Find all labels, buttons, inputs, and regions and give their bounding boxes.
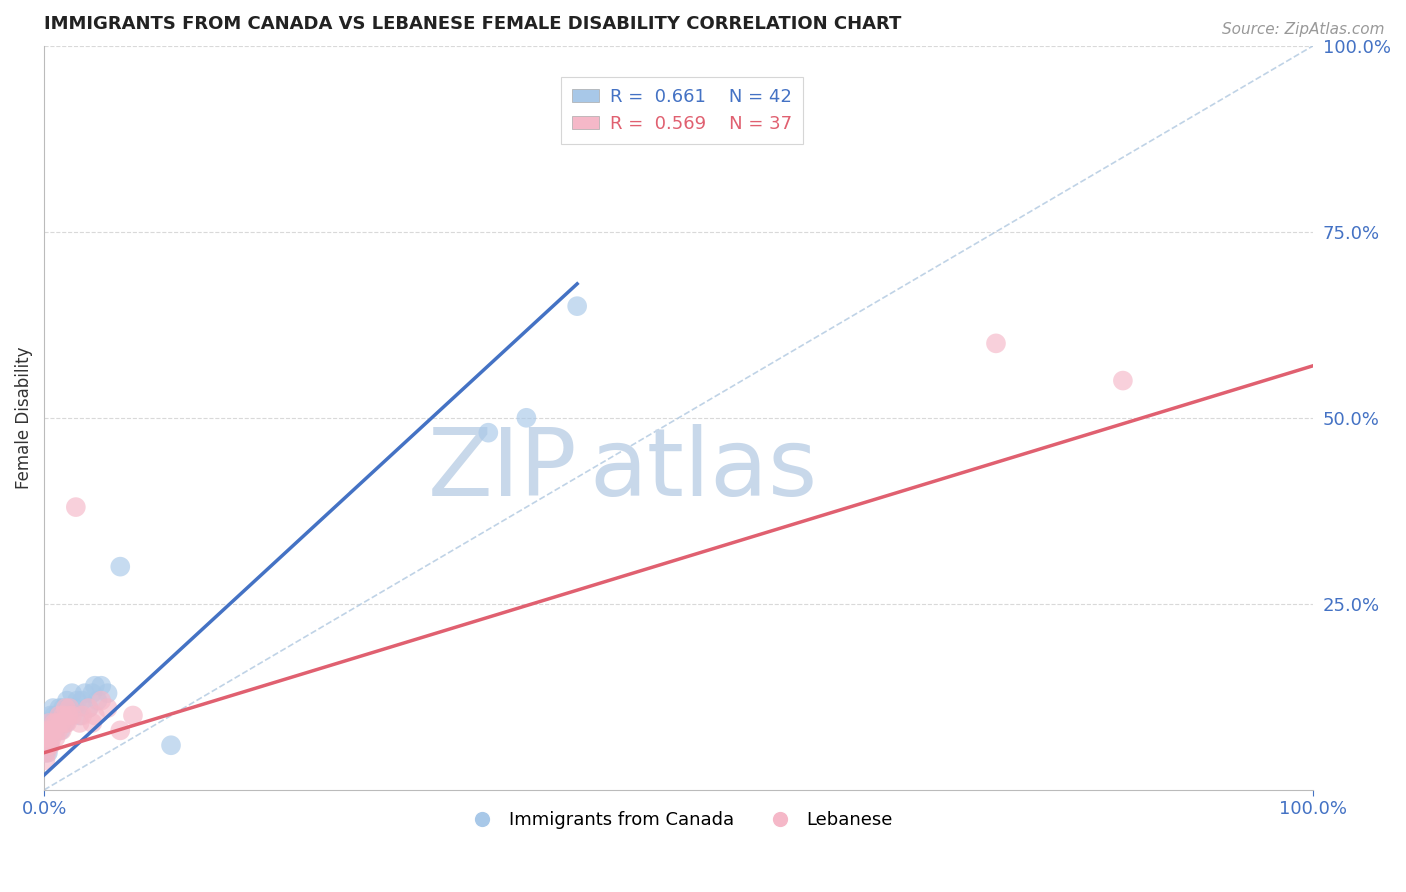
Point xyxy=(44,731,66,745)
Point xyxy=(70,693,93,707)
Text: Source: ZipAtlas.com: Source: ZipAtlas.com xyxy=(1222,22,1385,37)
Point xyxy=(35,746,58,760)
Point xyxy=(77,701,100,715)
Point xyxy=(82,686,104,700)
Point xyxy=(44,708,66,723)
Point xyxy=(39,738,62,752)
Point xyxy=(46,708,69,723)
Point xyxy=(56,693,79,707)
Point xyxy=(69,708,91,723)
Point xyxy=(53,715,76,730)
Point xyxy=(34,746,56,760)
Point xyxy=(73,686,96,700)
Point xyxy=(49,715,72,730)
Point xyxy=(51,723,73,738)
Point xyxy=(44,715,66,730)
Point xyxy=(60,686,83,700)
Legend: Immigrants from Canada, Lebanese: Immigrants from Canada, Lebanese xyxy=(457,805,900,837)
Point xyxy=(65,500,87,514)
Point xyxy=(42,715,65,730)
Point xyxy=(90,679,112,693)
Point xyxy=(66,693,89,707)
Point xyxy=(35,731,58,745)
Point xyxy=(51,715,73,730)
Point xyxy=(60,708,83,723)
Point xyxy=(45,715,67,730)
Point xyxy=(55,701,77,715)
Point xyxy=(49,723,72,738)
Point xyxy=(42,723,65,738)
Point xyxy=(48,708,70,723)
Point xyxy=(160,738,183,752)
Point xyxy=(39,708,62,723)
Point xyxy=(58,701,80,715)
Point xyxy=(1112,374,1135,388)
Point xyxy=(44,723,66,738)
Point xyxy=(46,723,69,738)
Point xyxy=(37,738,59,752)
Point xyxy=(83,708,105,723)
Point xyxy=(45,715,67,730)
Text: ZIP: ZIP xyxy=(427,424,576,516)
Point xyxy=(39,723,62,738)
Point xyxy=(53,708,76,723)
Point xyxy=(82,715,104,730)
Point xyxy=(35,731,58,745)
Point xyxy=(55,715,77,730)
Text: atlas: atlas xyxy=(591,424,818,516)
Point xyxy=(69,715,91,730)
Point xyxy=(58,708,80,723)
Point xyxy=(77,701,100,715)
Point xyxy=(83,679,105,693)
Point xyxy=(122,708,145,723)
Point xyxy=(38,738,60,752)
Point xyxy=(37,723,59,738)
Point xyxy=(58,708,80,723)
Point xyxy=(38,731,60,745)
Point xyxy=(984,336,1007,351)
Point xyxy=(565,299,588,313)
Point xyxy=(52,701,75,715)
Point xyxy=(38,715,60,730)
Point xyxy=(56,715,79,730)
Point xyxy=(97,686,120,700)
Point xyxy=(477,425,499,440)
Point xyxy=(90,693,112,707)
Text: IMMIGRANTS FROM CANADA VS LEBANESE FEMALE DISABILITY CORRELATION CHART: IMMIGRANTS FROM CANADA VS LEBANESE FEMAL… xyxy=(44,15,901,33)
Point xyxy=(97,701,120,715)
Point xyxy=(52,708,75,723)
Point xyxy=(515,410,537,425)
Point xyxy=(48,701,70,715)
Point xyxy=(41,723,63,738)
Point xyxy=(42,701,65,715)
Point xyxy=(38,715,60,730)
Point xyxy=(37,746,59,760)
Point xyxy=(37,723,59,738)
Point xyxy=(58,701,80,715)
Y-axis label: Female Disability: Female Disability xyxy=(15,346,32,489)
Point xyxy=(34,753,56,767)
Point xyxy=(63,701,86,715)
Point xyxy=(86,693,108,707)
Point xyxy=(110,723,132,738)
Point xyxy=(39,731,62,745)
Point xyxy=(41,731,63,745)
Point xyxy=(110,559,132,574)
Point xyxy=(70,708,93,723)
Point xyxy=(35,738,58,752)
